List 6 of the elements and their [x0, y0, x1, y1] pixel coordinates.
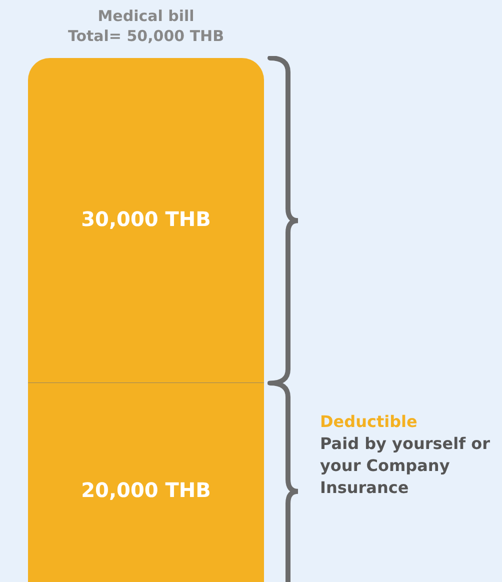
text: Deductible [320, 411, 418, 434]
data-label: 30,000 THB [81, 206, 211, 231]
chart-title: Medical bill [98, 6, 194, 25]
text: Paid by yourself or your Company Insurance [320, 433, 492, 500]
data-label: 20,000 THB [81, 478, 211, 502]
chart-subtitle: Total= 50,000 THB [68, 26, 224, 45]
